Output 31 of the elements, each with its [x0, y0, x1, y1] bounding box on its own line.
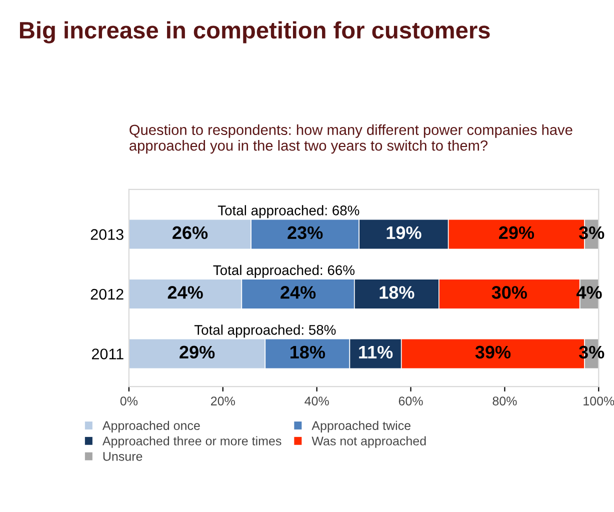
data-label: 39%: [475, 346, 511, 359]
data-label: 24%: [168, 286, 203, 299]
x-tick-label: 40%: [304, 396, 329, 406]
data-label: 29%: [499, 226, 534, 240]
x-tick-label: 20%: [211, 396, 235, 406]
x-tick-label: 80%: [492, 396, 517, 406]
data-label: 19%: [386, 226, 422, 240]
x-tick-label: 60%: [398, 396, 423, 406]
legend-label: Approached three or more times: [102, 436, 282, 448]
legend-label: Approached once: [102, 420, 200, 432]
y-tick-label: 2012: [90, 288, 124, 300]
data-label: 26%: [172, 226, 208, 240]
x-tick-label: 100%: [584, 396, 614, 406]
data-label: 18%: [290, 346, 326, 359]
data-label: 11%: [359, 346, 393, 359]
chart-title: Big increase in competition for customers: [20, 21, 490, 44]
data-label: 30%: [492, 286, 527, 299]
y-tick-label: 2011: [92, 348, 124, 360]
data-label: 29%: [180, 346, 215, 359]
chart-subtitle: Question to respondents: how many different power companies have approached you in the last two years to switch to them?: [130, 124, 572, 154]
annotation: Total approached: 58%: [194, 324, 336, 338]
y-tick-label: 2013: [90, 229, 124, 240]
x-tick-label: 0%: [120, 396, 138, 406]
legend-label: Unsure: [103, 452, 142, 461]
legend-label: Was not approached: [312, 436, 426, 448]
legend-label: Approached twice: [312, 420, 410, 432]
data-label: 18%: [380, 286, 414, 299]
annotation: Total approached: 68%: [218, 205, 360, 218]
data-label: 23%: [288, 226, 323, 240]
data-label: 24%: [280, 286, 316, 299]
annotation: Total approached: 66%: [213, 264, 354, 278]
